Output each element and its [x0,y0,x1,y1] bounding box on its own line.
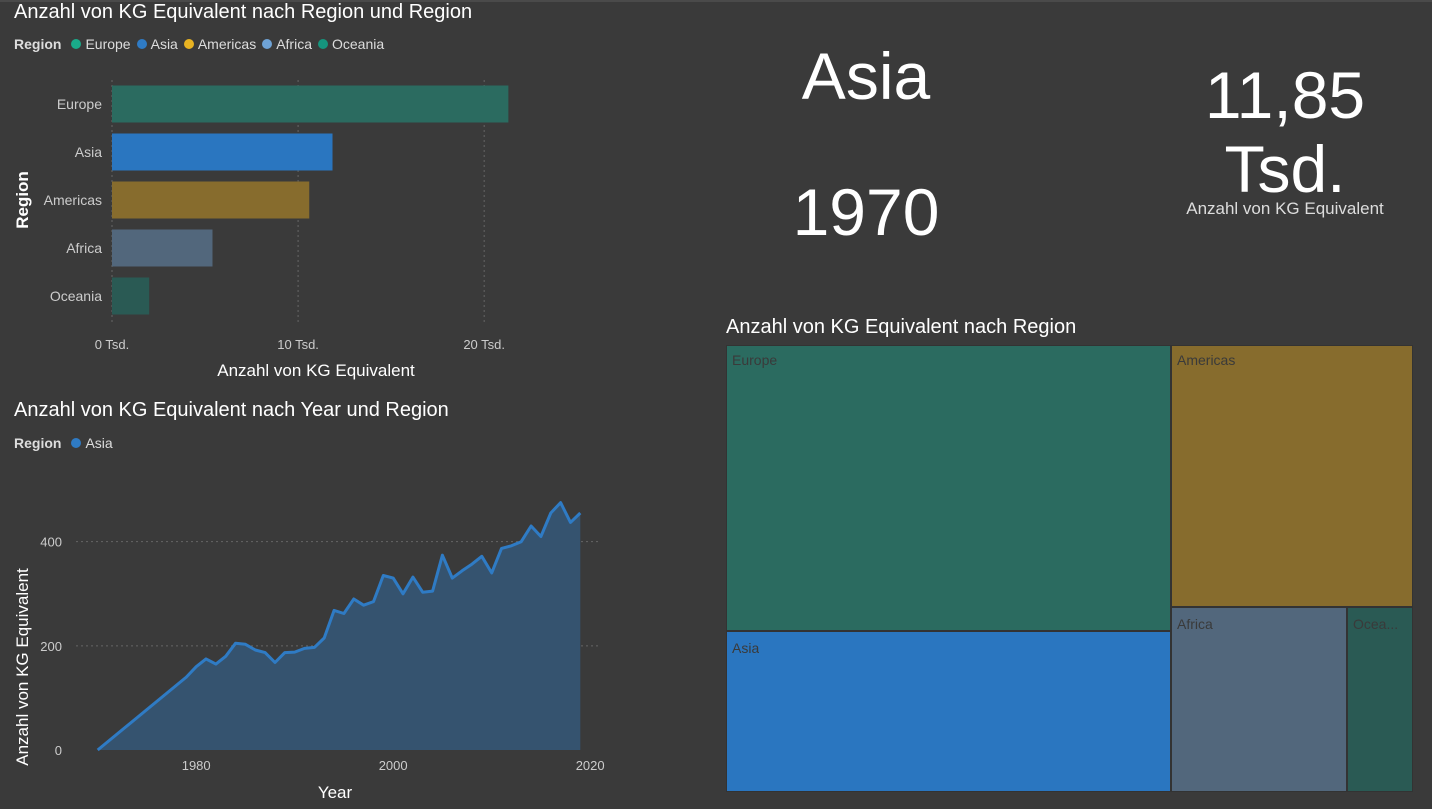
bar-chart-title: Anzahl von KG Equivalent nach Region und… [14,1,473,23]
legend-item-oceania[interactable]: Oceania [318,36,384,52]
year-card-value: 1970 [792,175,940,249]
kpi-card-value: 11,85 Tsd. [1160,58,1410,206]
x-tick-label: 2020 [576,758,605,773]
bar-chart[interactable]: 0 Tsd. 10 Tsd. 20 Tsd. Europe Asia Americas Af… [0,70,700,390]
series-line-asia[interactable] [96,501,582,752]
treemap-tile-americas[interactable]: Americas [1171,345,1413,607]
treemap-tile-africa[interactable]: Africa [1171,607,1347,792]
legend-dot-americas [183,39,194,49]
x-axis-title: Year [318,783,353,802]
legend-item-europe[interactable]: Europe [71,36,131,52]
legend-item-asia[interactable]: Asia [71,435,113,451]
bar-oceania[interactable] [112,277,150,315]
treemap-tile-label: Americas [1177,352,1236,368]
y-tick-label: Oceania [50,288,102,304]
x-axis-title: Anzahl von KG Equivalent [217,361,415,380]
legend-label: Oceania [332,36,385,52]
treemap-tile-label: Africa [1177,616,1213,632]
legend-dot-asia [71,438,82,448]
page-top-border [0,0,1432,2]
legend-title: Region [14,36,62,52]
y-axis-title: Region [13,171,32,229]
kpi-value-unit: Tsd. [1224,132,1346,206]
line-chart-title: Anzahl von KG Equivalent nach Year und R… [14,399,449,421]
legend-label: Asia [85,435,113,451]
region-card-value: Asia [801,39,931,113]
legend-title: Region [14,435,62,451]
bar-chart-legend: Region Europe Asia Americas Africa Ocean… [14,36,390,52]
treemap-tile-label: Europe [732,352,778,368]
legend-item-africa[interactable]: Africa [262,36,312,52]
y-tick-label: 200 [40,639,62,654]
treemap-tile-label: Ocea... [1353,616,1399,632]
legend-label: Americas [197,36,257,52]
legend-label: Africa [276,36,312,52]
x-tick-label: 2000 [379,758,408,773]
y-tick-label: Asia [75,144,102,160]
y-tick-label: 400 [40,535,62,550]
y-tick-label: 0 [55,743,62,758]
legend-dot-africa [262,39,273,49]
legend-item-asia[interactable]: Asia [136,36,178,52]
treemap-tile-oceania[interactable]: Ocea... [1347,607,1413,792]
legend-label: Europe [85,36,131,52]
legend-dot-oceania [318,39,328,49]
x-tick-label: 1980 [182,758,211,773]
x-tick-label: 20 Tsd. [463,337,505,352]
treemap-tile-europe[interactable]: Europe [726,345,1171,631]
kpi-value-number: 11,85 [1204,58,1366,132]
treemap[interactable]: Europe Americas Asia Africa Ocea... [726,345,1413,792]
treemap-title: Anzahl von KG Equivalent nach Region [726,316,1077,338]
legend-item-americas[interactable]: Americas [183,36,257,52]
legend-dot-asia [136,39,147,49]
x-tick-label: 10 Tsd. [277,337,319,352]
x-tick-label: 0 Tsd. [95,337,129,352]
legend-dot-europe [71,39,82,49]
y-tick-label: Americas [44,192,102,208]
bar-asia[interactable] [112,133,333,171]
y-axis-title: Anzahl von KG Equivalent [13,568,32,766]
y-tick-label: Africa [66,240,102,256]
y-tick-label: Europe [57,96,102,112]
kpi-card-label: Anzahl von KG Equivalent [1186,199,1384,218]
area-fill-asia [97,502,581,750]
treemap-tile-label: Asia [732,640,760,656]
treemap-tile-asia[interactable]: Asia [726,631,1171,792]
line-chart-legend: Region Asia [14,435,119,451]
area-chart[interactable]: 0 200 400 1980 2000 2020 Year Anzahl von KG Equ… [0,460,700,805]
bar-europe[interactable] [112,85,509,123]
bar-americas[interactable] [112,181,310,219]
legend-label: Asia [150,36,178,52]
bar-africa[interactable] [112,229,213,267]
